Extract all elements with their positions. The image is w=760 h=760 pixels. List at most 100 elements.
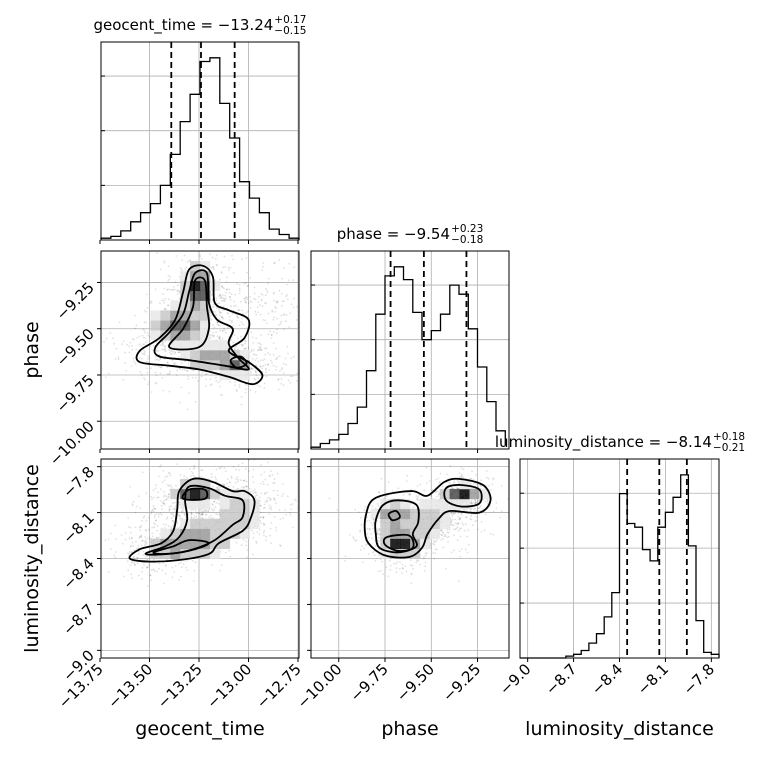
sample-point (378, 534, 381, 536)
sample-point (277, 378, 280, 381)
sample-point (360, 523, 363, 526)
sample-point (155, 484, 158, 487)
sample-point (167, 496, 169, 499)
sample-point (201, 512, 204, 515)
sample-point (246, 271, 248, 274)
contour-line (229, 355, 248, 369)
sample-point (156, 529, 158, 532)
sample-point (344, 555, 347, 558)
sample-point (373, 518, 375, 521)
sample-point (148, 336, 151, 338)
sample-point (221, 330, 224, 332)
sample-point (287, 379, 290, 382)
sample-point (249, 296, 251, 298)
density-cell (239, 488, 250, 500)
sample-point (195, 512, 198, 515)
density-cell (390, 508, 401, 520)
sample-point (263, 358, 266, 361)
density-cell (200, 528, 211, 539)
sample-point (372, 551, 374, 554)
sample-point (201, 513, 204, 516)
sample-point (199, 513, 202, 515)
sample-point (448, 535, 450, 538)
sample-point (140, 357, 143, 360)
sample-point (181, 566, 183, 569)
sample-point (156, 358, 159, 361)
sample-point (142, 349, 145, 352)
density-cell (180, 290, 191, 301)
sample-point (263, 503, 266, 506)
sample-point (437, 490, 439, 493)
density-cell (190, 350, 201, 361)
contour-panel-geocent_time-luminosity_distance (100, 458, 300, 659)
sample-point (149, 574, 152, 577)
sample-point (254, 497, 257, 499)
density-cell (190, 478, 201, 490)
sample-point (281, 367, 283, 369)
sample-point (183, 513, 186, 515)
sample-point (246, 285, 249, 287)
sample-point (263, 382, 266, 385)
sample-point (229, 555, 232, 558)
sample-point (433, 557, 436, 560)
sample-point (452, 512, 455, 514)
sample-point (218, 337, 221, 340)
sample-point (219, 329, 222, 332)
sample-point (152, 345, 155, 347)
density-cell (150, 330, 161, 341)
sample-point (289, 511, 291, 514)
sample-point (265, 371, 267, 374)
sample-point (228, 288, 231, 291)
sample-point (446, 531, 449, 534)
sample-point (262, 517, 265, 519)
density-cell (209, 488, 221, 500)
sample-point (460, 475, 462, 477)
sample-point (241, 309, 243, 312)
density-cell (229, 498, 240, 510)
sample-point (239, 479, 242, 482)
sample-point (235, 304, 237, 307)
sample-point (222, 318, 225, 320)
sample-point (121, 343, 123, 346)
sample-point (166, 475, 169, 478)
sample-point (484, 513, 487, 516)
sample-point (114, 556, 116, 559)
sample-point (190, 514, 193, 516)
sample-point (269, 527, 272, 530)
sample-point (246, 485, 248, 488)
sample-point (159, 357, 162, 360)
sample-point (232, 271, 235, 274)
sample-point (249, 491, 252, 494)
sample-point (233, 334, 236, 336)
sample-point (233, 348, 236, 350)
sample-point (468, 543, 470, 546)
sample-point (235, 541, 238, 544)
sample-point (474, 499, 477, 501)
sample-point (475, 519, 478, 522)
density-cell (390, 518, 401, 529)
sample-point (219, 380, 221, 382)
sample-point (389, 559, 391, 562)
sample-point (235, 313, 238, 316)
density-cell (190, 270, 201, 282)
sample-point (275, 307, 277, 310)
sample-point (279, 544, 281, 546)
sample-point (220, 316, 223, 319)
sample-point (156, 524, 159, 527)
sample-point (399, 567, 401, 570)
sample-point (218, 502, 221, 505)
sample-point (378, 554, 381, 557)
density-cell (239, 508, 250, 520)
sample-point (190, 516, 193, 519)
sample-point (277, 301, 280, 303)
sample-point (305, 385, 307, 387)
sample-point (263, 534, 265, 537)
sample-point (134, 511, 137, 514)
sample-point (177, 351, 180, 354)
sample-point (163, 301, 165, 304)
sample-point (115, 551, 117, 553)
histogram-step-phase (310, 266, 506, 449)
density-cell (200, 498, 211, 510)
sample-point (282, 300, 285, 302)
sample-point (129, 564, 132, 567)
